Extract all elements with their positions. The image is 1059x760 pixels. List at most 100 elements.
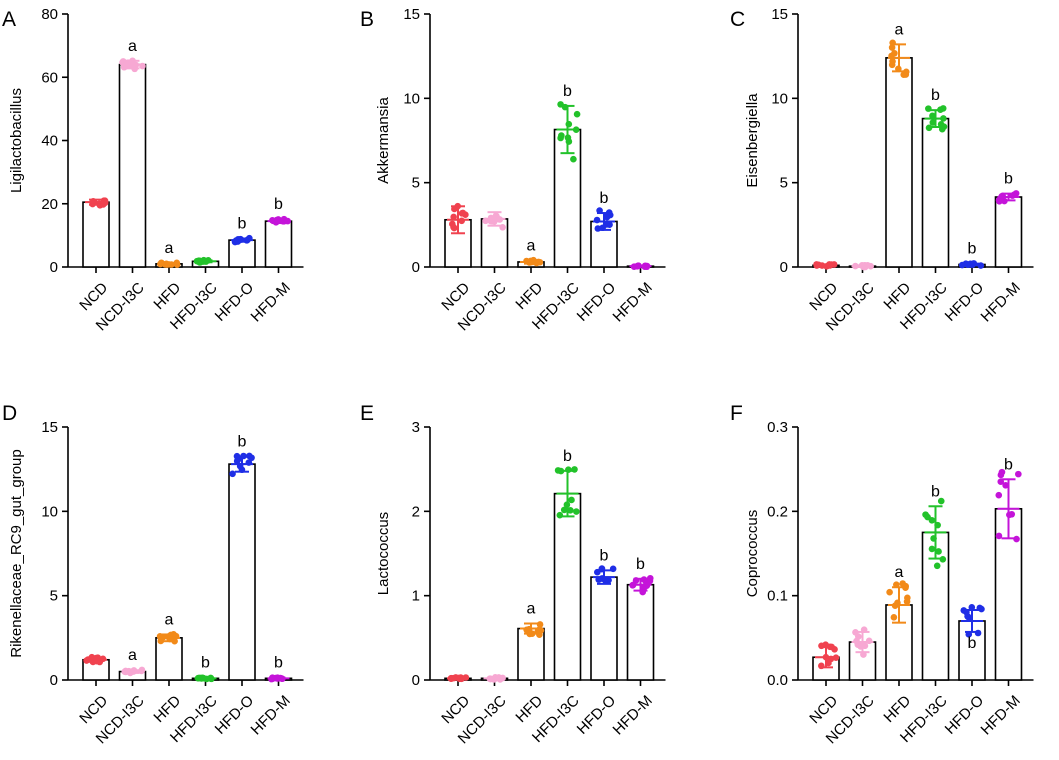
bar-hfd-i3c — [553, 492, 582, 681]
y-tick-label: 3 — [412, 419, 420, 436]
significance-label: b — [636, 556, 645, 573]
data-point — [997, 471, 1005, 479]
data-point — [922, 511, 929, 518]
category-label: HFD-O — [574, 279, 620, 325]
panel-E: ELactococcus0123NCDNCD-I3CaHFDbHFD-I3CbH… — [360, 402, 666, 747]
data-point — [567, 507, 574, 514]
y-tick-label: 15 — [403, 6, 420, 23]
data-point — [458, 217, 465, 225]
y-tick-label: 0.2 — [767, 503, 788, 520]
category-label: HFD-M — [248, 279, 294, 325]
category-label: HFD-M — [978, 279, 1024, 325]
significance-label: a — [895, 21, 904, 38]
y-tick-label: 40 — [41, 133, 58, 150]
significance-label: b — [931, 483, 940, 500]
data-point — [929, 119, 937, 126]
data-point — [933, 562, 941, 570]
y-tick-label: 5 — [780, 175, 788, 192]
y-tick-label: 2 — [412, 503, 420, 520]
panel-D: DRikenellaceae_RC9_gut_group051015NCDaNC… — [2, 402, 304, 747]
bar-hfd-m — [626, 583, 655, 681]
data-point — [996, 198, 1003, 205]
significance-label: b — [600, 190, 609, 207]
bar-ncd — [82, 201, 110, 268]
significance-label: b — [968, 241, 977, 258]
y-tick-label: 15 — [771, 6, 788, 23]
data-point — [890, 614, 898, 621]
panel-letter: A — [2, 8, 16, 31]
panel-F: FCoprococcus0.00.10.20.3NCDNCD-I3CaHFDbH… — [730, 402, 1034, 747]
significance-label: b — [563, 448, 572, 465]
y-tick-label: 0.3 — [767, 419, 788, 436]
data-point — [928, 545, 936, 553]
data-point — [233, 457, 241, 465]
data-point — [450, 223, 457, 231]
y-axis-label: Eisenbergiella — [744, 93, 761, 188]
significance-label: b — [274, 196, 283, 213]
data-point — [568, 496, 575, 504]
y-tick-label: 0 — [780, 259, 788, 276]
data-point — [937, 497, 945, 505]
category-label: HFD-O — [574, 692, 620, 738]
bar-hfd-m — [264, 220, 293, 268]
significance-label: b — [238, 216, 247, 233]
data-point — [886, 588, 893, 596]
significance-label: b — [238, 434, 247, 451]
category-label: HFD-M — [978, 692, 1024, 738]
data-point — [646, 577, 654, 585]
data-point — [968, 604, 976, 611]
bar-hfd-o — [590, 576, 618, 681]
data-point — [560, 506, 568, 514]
significance-label: a — [165, 240, 174, 257]
panel-letter: F — [730, 402, 743, 425]
data-point — [995, 532, 1003, 540]
data-point — [852, 628, 859, 636]
panel-letter: B — [360, 8, 374, 31]
data-point — [573, 508, 580, 515]
y-tick-label: 80 — [41, 6, 58, 23]
category-label: HFD-M — [610, 692, 656, 738]
y-tick-label: 60 — [41, 69, 58, 86]
data-point — [558, 132, 565, 139]
y-tick-label: 0 — [412, 672, 420, 689]
data-point — [935, 548, 942, 555]
data-point — [928, 517, 936, 524]
data-point — [570, 155, 577, 163]
bar-hfd-o — [228, 463, 256, 681]
panel-A: ALigilactobacillus020406080NCDaNCD-I3CaH… — [2, 6, 304, 334]
significance-label: b — [201, 655, 210, 672]
significance-label: b — [1004, 456, 1013, 473]
data-point — [450, 213, 457, 221]
data-point — [1015, 470, 1022, 478]
data-point — [459, 209, 467, 217]
significance-label: b — [274, 655, 283, 672]
bar-hfd-m — [994, 196, 1023, 268]
y-tick-label: 10 — [771, 90, 788, 107]
significance-label: b — [1004, 171, 1013, 188]
y-tick-label: 1 — [412, 588, 420, 605]
bar-ncd-i3c — [118, 63, 147, 268]
y-axis-label: Rikenellaceae_RC9_gut_group — [8, 449, 25, 657]
data-point — [556, 511, 564, 519]
y-tick-label: 10 — [41, 503, 58, 520]
panel-letter: E — [360, 402, 374, 425]
category-label: HFD-O — [212, 279, 258, 325]
significance-label: b — [931, 87, 940, 104]
y-axis-label: Ligilactobacillus — [8, 88, 25, 193]
y-tick-label: 0 — [50, 672, 58, 689]
category-label: HFD-M — [248, 692, 294, 738]
significance-label: b — [600, 547, 609, 564]
y-tick-label: 0 — [50, 259, 58, 276]
y-tick-label: 0.1 — [767, 588, 788, 605]
category-label: HFD-M — [610, 279, 656, 325]
data-point — [1002, 482, 1009, 489]
bar-hfd — [885, 57, 913, 268]
y-axis-label: Lactococcus — [375, 512, 392, 595]
data-point — [995, 491, 1003, 499]
y-tick-label: 0 — [412, 259, 420, 276]
panel-letter: C — [730, 8, 745, 31]
data-point — [888, 61, 896, 69]
significance-label: b — [968, 635, 977, 652]
data-point — [609, 565, 617, 573]
data-point — [229, 470, 236, 478]
